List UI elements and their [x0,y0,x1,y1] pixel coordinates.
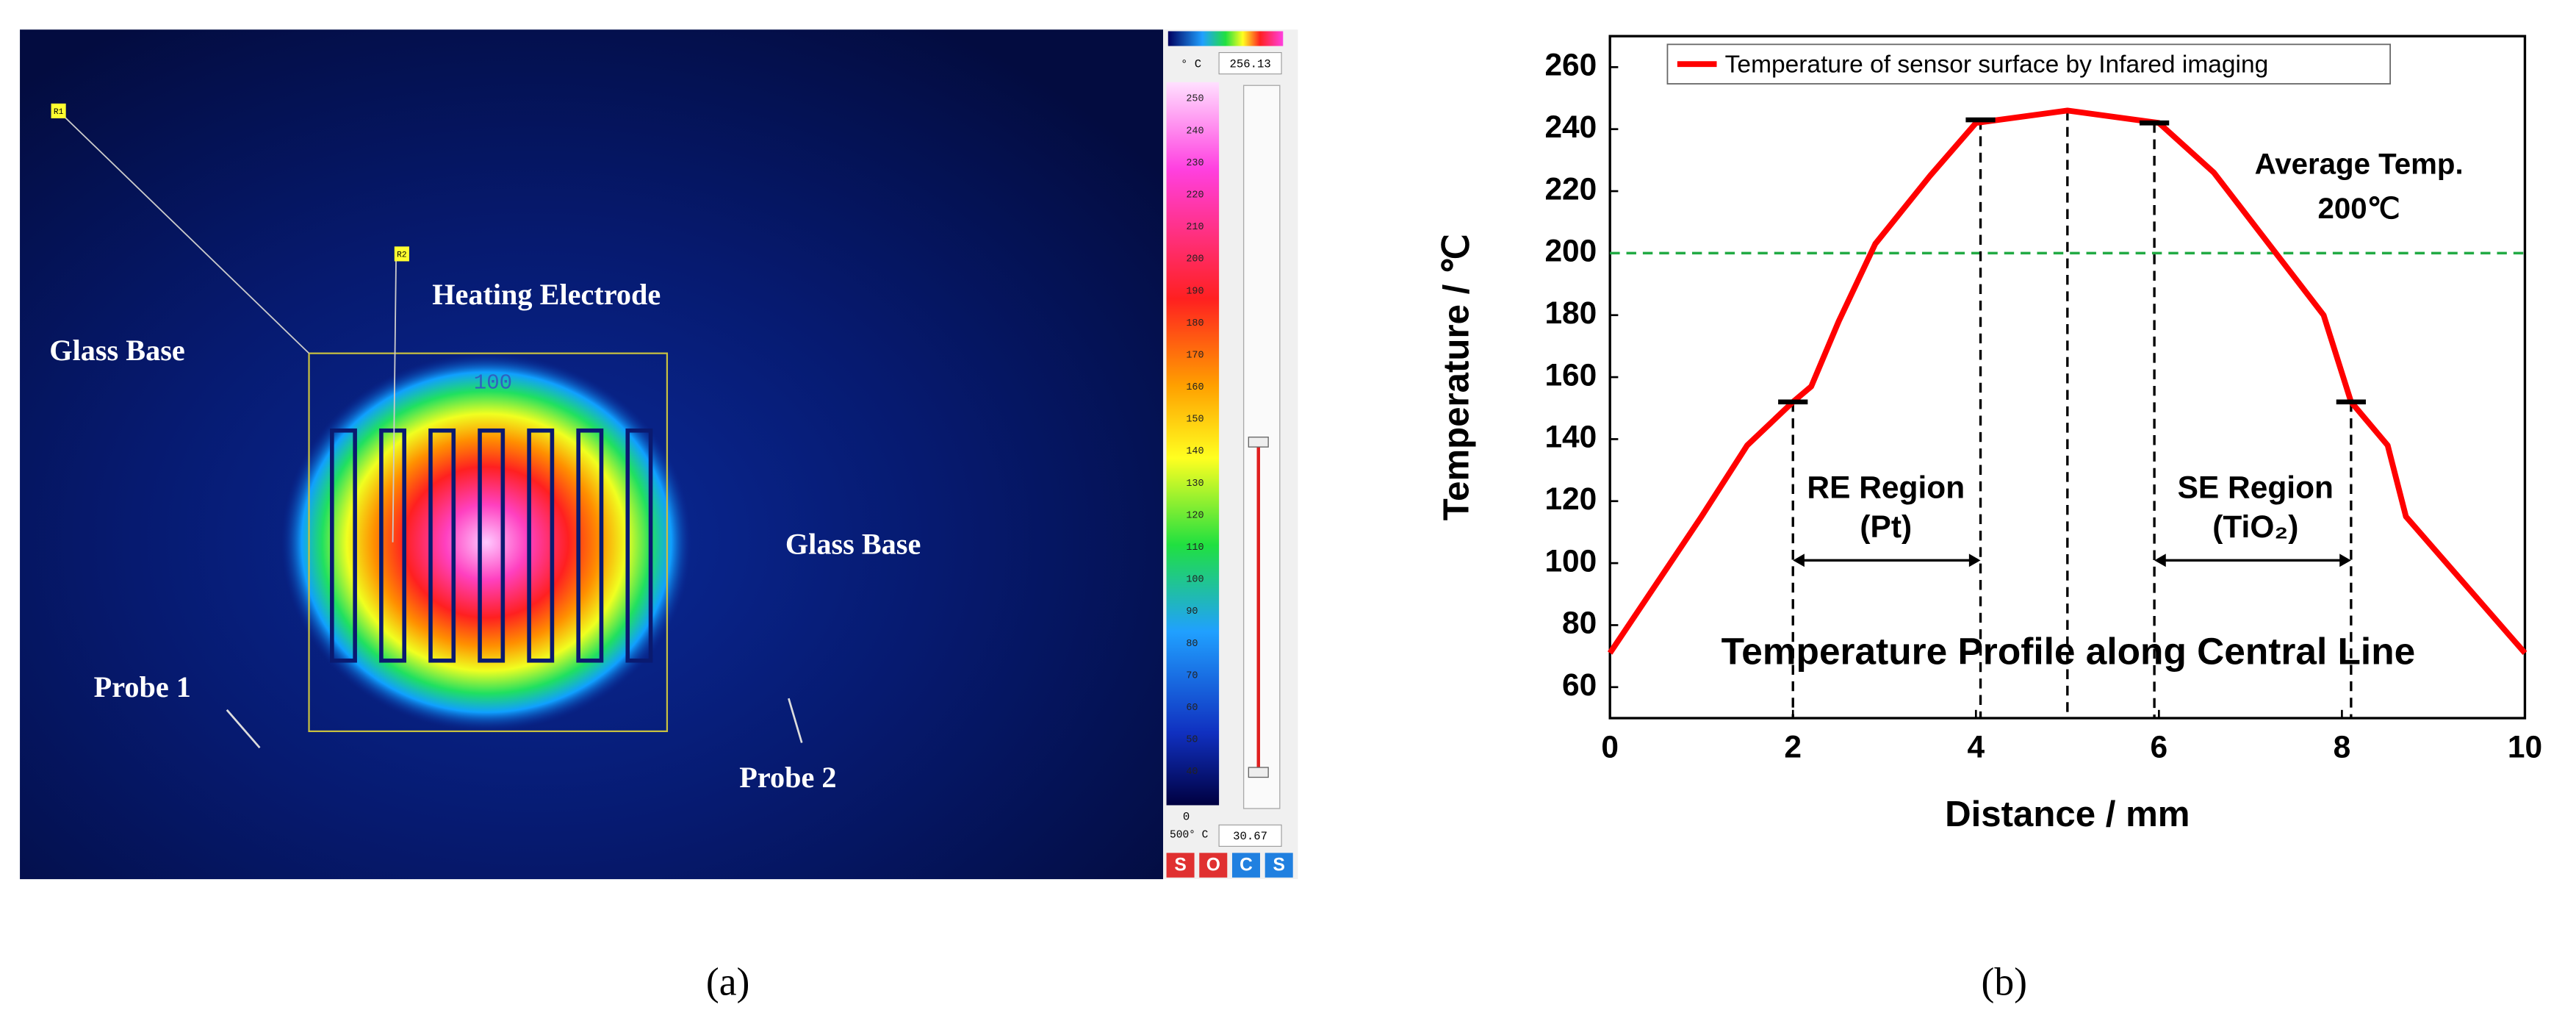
probe-line [788,698,803,743]
scale-label: 140 [1186,446,1204,457]
heat-spot [281,353,692,731]
scale-label: 100 [1186,575,1204,586]
scale-label: 240 [1186,126,1204,137]
slider-handle [1248,767,1269,778]
scale-label: 90 [1186,606,1198,617]
scale-unit: ° C [1181,57,1201,71]
scale-range: 500° C [1170,830,1209,842]
y-tick-label: 200 [1544,234,1597,268]
scale-label: 110 [1186,542,1204,553]
scale-label: 180 [1186,318,1204,329]
y-tick-label: 220 [1544,171,1597,206]
roi-box [308,352,669,732]
y-tick-label: 160 [1544,357,1597,392]
annotation: Average Temp. [2255,147,2464,180]
color-bar [1166,82,1220,806]
scale-label: 230 [1186,158,1204,169]
electrode [330,428,653,663]
scale-label: 200 [1186,254,1204,265]
x-tick-label: 2 [1784,730,1802,764]
marker-line [392,259,397,542]
min-reading: 30.67 [1233,830,1267,843]
caption: (b) [1981,960,2027,1004]
marker-line [62,114,310,354]
probe-line [226,709,261,749]
tool-button-label: S [1174,856,1186,875]
scale-label: 40 [1186,767,1198,778]
x-tick-label: 8 [2334,730,2351,764]
annotation: Temperature Profile along Central Line [1721,629,2416,672]
slider-handle [1248,437,1269,448]
scale-min: 0 [1183,810,1190,823]
marker-box [394,246,409,262]
scale-label: 70 [1186,670,1198,681]
marker-label: R1 [54,108,64,117]
annotation: (TiO₂) [2212,509,2298,544]
y-tick-label: 100 [1544,543,1597,578]
annotation: SE Region [2178,470,2334,504]
marker-box [51,103,66,118]
y-tick-label: 140 [1544,420,1597,454]
tool-button-label: S [1273,856,1285,875]
y-tick-label: 120 [1544,481,1597,516]
image-label: Glass Base [785,528,921,561]
scale-label: 120 [1186,510,1204,521]
image-label: Glass Base [49,334,184,367]
y-tick-label: 80 [1562,606,1597,640]
legend-label: Temperature of sensor surface by Infared… [1725,51,2269,78]
tool-button [1264,853,1293,878]
image-label: Probe 2 [739,761,836,794]
scale-label: 150 [1186,415,1204,426]
annotation: (Pt) [1860,509,1912,544]
scale-label: 210 [1186,222,1204,233]
scale-label: 130 [1186,479,1204,490]
tool-button [1166,853,1195,878]
image-label: Heating Electrode [432,278,661,311]
scale-label: 160 [1186,382,1204,393]
tool-button [1199,853,1228,878]
scale-label: 250 [1186,94,1204,105]
x-tick-label: 10 [2508,730,2542,764]
max-reading: 256.13 [1229,57,1270,71]
y-tick-label: 260 [1544,48,1597,82]
legend-box [1666,43,2392,85]
caption: (a) [706,960,750,1004]
scale-label: 60 [1186,703,1198,714]
x-tick-label: 6 [2151,730,2168,764]
scale-label: 80 [1186,639,1198,650]
scale-label: 170 [1186,350,1204,361]
x-tick-label: 4 [1967,730,1985,764]
y-tick-label: 180 [1544,295,1597,330]
marker-label: R2 [397,251,406,259]
reading-box [1218,51,1282,75]
reading-box [1218,824,1282,847]
scale-label: 50 [1186,735,1198,746]
palette-strip [1168,31,1284,46]
scale-label: 190 [1186,286,1204,297]
tool-button-label: C [1240,856,1253,875]
tool-button [1231,853,1260,878]
box-label: 100 [474,371,512,395]
tool-button-label: O [1206,856,1220,875]
x-tick-label: 0 [1601,730,1619,764]
x-axis-label: Distance / mm [1945,794,2190,834]
annotation: RE Region [1807,470,1965,504]
y-axis-label: Temperature / ℃ [1436,234,1476,520]
y-tick-label: 240 [1544,110,1597,144]
annotation: 200℃ [2317,192,2400,225]
data-line [1607,107,2528,655]
scale-label: 220 [1186,190,1204,201]
y-tick-label: 60 [1562,667,1597,702]
image-label: Probe 1 [94,670,191,703]
